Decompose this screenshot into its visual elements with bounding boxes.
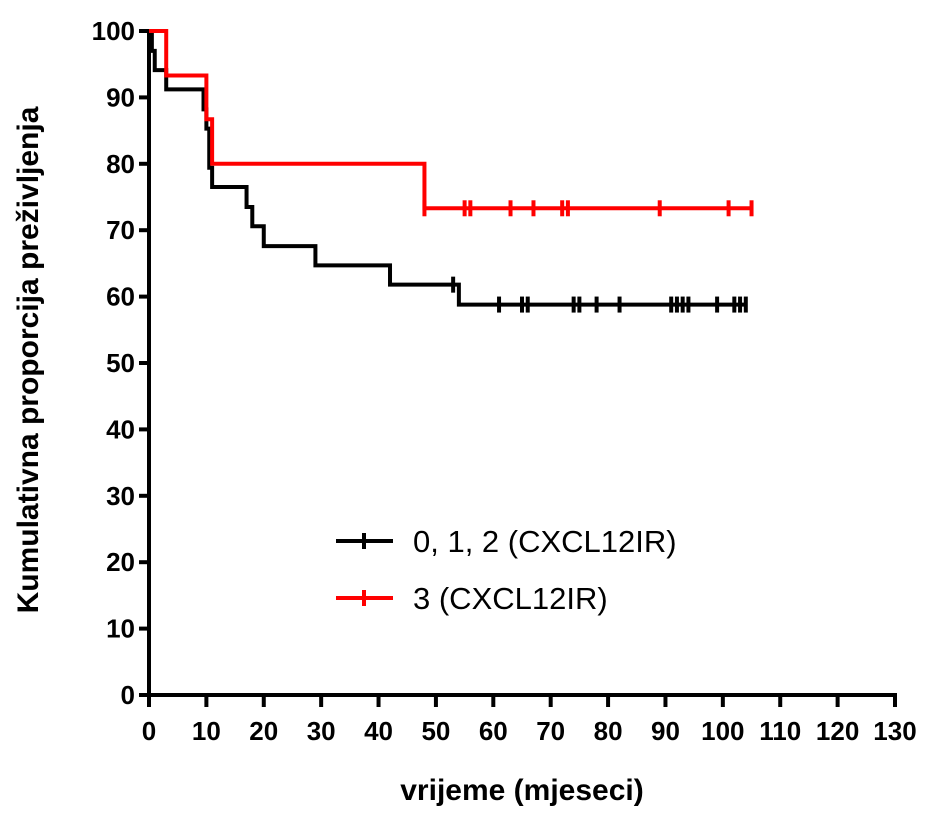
- y-axis-label: Kumulativna proporcija preživljenja: [12, 106, 45, 613]
- y-tick-label-50: 50: [106, 348, 135, 378]
- series-0: [149, 29, 748, 313]
- x-tick-label-20: 20: [249, 716, 278, 746]
- legend: 0, 1, 2 (CXCL12IR) 3 (CXCL12IR): [336, 524, 677, 616]
- legend-label-0: 0, 1, 2 (CXCL12IR): [413, 524, 677, 559]
- x-tick-label-40: 40: [364, 716, 393, 746]
- x-tick-label-30: 30: [307, 716, 336, 746]
- series-layer: [149, 29, 754, 313]
- x-tick-label-130: 130: [873, 716, 916, 746]
- y-tick-label-100: 100: [92, 16, 135, 46]
- x-tick-label-70: 70: [536, 716, 565, 746]
- y-tick-label-40: 40: [106, 414, 135, 444]
- axes: 0 10 20 30 40 50 60 70 80 90 100 0 10 20 30 40 50 60 70 80 9…: [92, 16, 917, 746]
- x-tick-label-80: 80: [594, 716, 623, 746]
- x-tick-label-110: 110: [759, 716, 801, 746]
- x-tick-label-100: 100: [701, 716, 744, 746]
- y-tick-label-30: 30: [106, 481, 135, 511]
- x-tick-label-0: 0: [142, 716, 156, 746]
- x-tick-label-120: 120: [816, 716, 859, 746]
- y-tick-label-70: 70: [106, 215, 135, 245]
- series-line-0: [149, 29, 746, 307]
- legend-label-1: 3 (CXCL12IR): [413, 581, 608, 616]
- x-tick-label-50: 50: [421, 716, 450, 746]
- y-tick-label-0: 0: [121, 680, 135, 710]
- series-line-1: [149, 29, 752, 211]
- x-tick-label-60: 60: [479, 716, 508, 746]
- y-tick-label-20: 20: [106, 547, 135, 577]
- y-tick-label-80: 80: [106, 149, 135, 179]
- x-tick-label-90: 90: [651, 716, 680, 746]
- y-tick-label-60: 60: [106, 282, 135, 312]
- y-tick-label-10: 10: [106, 614, 135, 644]
- series-1: [149, 29, 754, 217]
- x-axis-label: vrijeme (mjeseci): [400, 774, 643, 807]
- x-tick-label-10: 10: [192, 716, 221, 746]
- y-tick-label-90: 90: [106, 82, 135, 112]
